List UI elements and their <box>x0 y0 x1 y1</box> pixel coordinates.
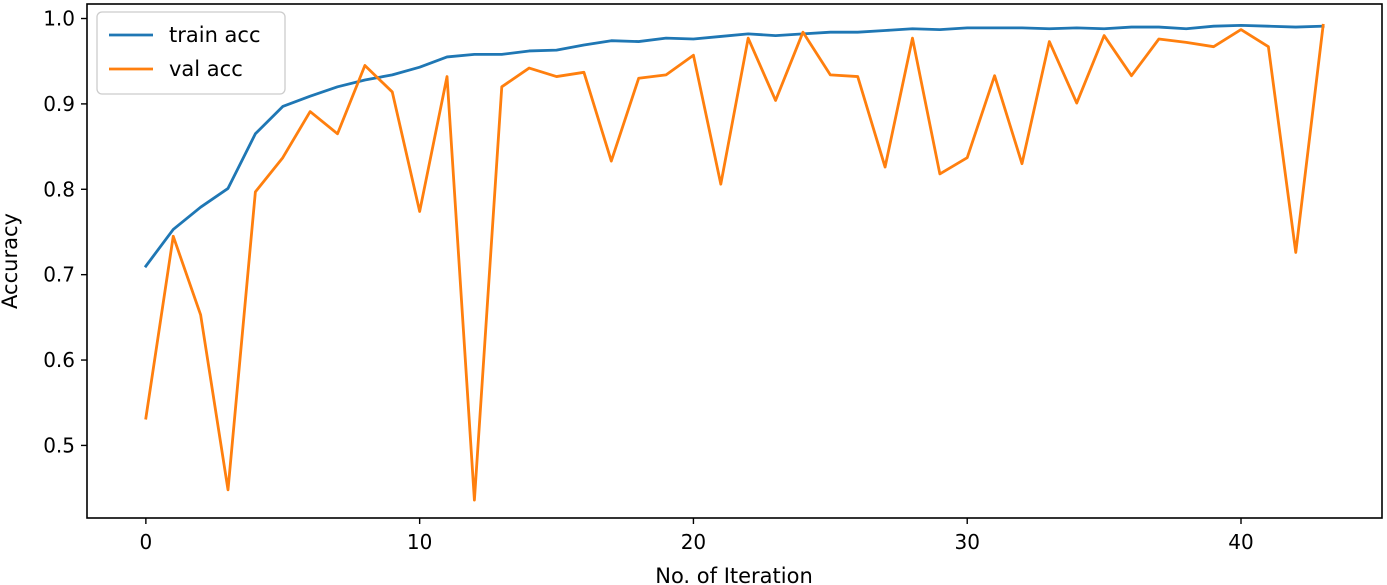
y-axis-title: Accuracy <box>0 213 22 309</box>
y-tick-label: 0.5 <box>43 433 75 457</box>
x-axis-ticks: 0 10 20 30 40 <box>139 518 1254 554</box>
series-line-train-acc <box>143 23 1325 269</box>
legend-box <box>96 11 286 95</box>
series-line-val-acc <box>144 23 1325 502</box>
x-tick-label: 30 <box>954 530 979 554</box>
y-tick-label: 1.0 <box>43 7 75 31</box>
x-tick-label: 0 <box>139 530 152 554</box>
series-lines <box>143 23 1325 502</box>
x-tick-label: 20 <box>681 530 706 554</box>
legend-label-train-acc: train acc <box>169 23 261 47</box>
y-tick-label: 0.6 <box>43 348 75 372</box>
y-tick-label: 0.9 <box>43 92 75 116</box>
x-tick-label: 10 <box>407 530 432 554</box>
y-tick-label: 0.8 <box>43 177 75 201</box>
x-tick-label: 40 <box>1228 530 1253 554</box>
legend: train acc val acc <box>96 11 286 95</box>
y-tick-label: 0.7 <box>43 263 75 287</box>
y-axis-ticks: 0.5 0.6 0.7 0.8 0.9 1.0 <box>43 7 87 457</box>
legend-label-val-acc: val acc <box>169 57 243 81</box>
x-axis-title: No. of Iteration <box>655 564 813 585</box>
plot-area <box>86 3 1383 519</box>
